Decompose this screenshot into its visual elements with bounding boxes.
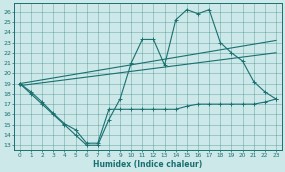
X-axis label: Humidex (Indice chaleur): Humidex (Indice chaleur) <box>93 159 203 169</box>
